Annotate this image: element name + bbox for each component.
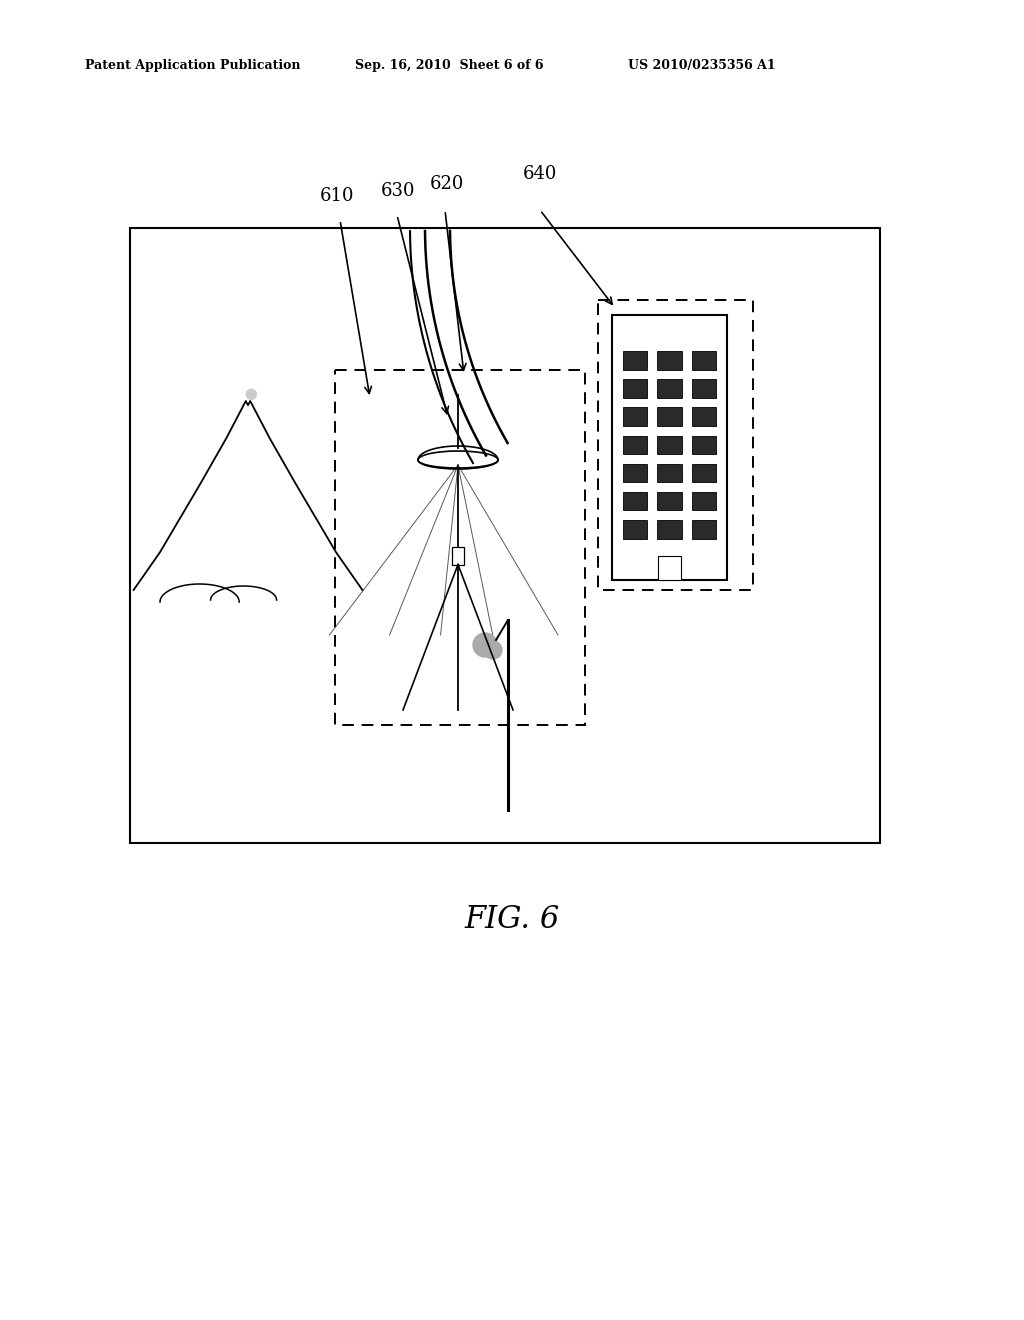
Text: Sep. 16, 2010  Sheet 6 of 6: Sep. 16, 2010 Sheet 6 of 6 — [355, 58, 544, 71]
Bar — [692, 520, 717, 539]
Bar — [612, 315, 727, 579]
Bar — [598, 300, 753, 590]
Bar — [692, 492, 717, 511]
Bar — [657, 520, 682, 539]
Bar — [623, 520, 647, 539]
Bar — [657, 436, 682, 454]
Bar — [657, 379, 682, 397]
Bar — [657, 463, 682, 482]
Text: FIG. 6: FIG. 6 — [464, 904, 560, 936]
Circle shape — [247, 389, 256, 399]
Bar — [623, 436, 647, 454]
Bar — [657, 408, 682, 426]
Circle shape — [484, 642, 502, 659]
Bar — [658, 556, 681, 579]
Text: 610: 610 — [319, 187, 354, 205]
Bar — [657, 492, 682, 511]
Bar — [692, 379, 717, 397]
Text: US 2010/0235356 A1: US 2010/0235356 A1 — [628, 58, 775, 71]
Text: Patent Application Publication: Patent Application Publication — [85, 58, 300, 71]
Circle shape — [473, 634, 497, 657]
Bar — [623, 408, 647, 426]
Text: 640: 640 — [523, 165, 557, 183]
Bar — [623, 351, 647, 370]
Bar — [692, 351, 717, 370]
Text: 620: 620 — [430, 176, 464, 193]
Bar — [623, 463, 647, 482]
Text: 630: 630 — [381, 182, 416, 201]
Bar — [692, 463, 717, 482]
Bar — [657, 351, 682, 370]
Bar — [692, 436, 717, 454]
Bar — [623, 379, 647, 397]
Bar — [452, 546, 464, 565]
Bar — [623, 492, 647, 511]
Bar — [335, 370, 585, 725]
Bar — [692, 408, 717, 426]
Bar — [130, 228, 880, 843]
